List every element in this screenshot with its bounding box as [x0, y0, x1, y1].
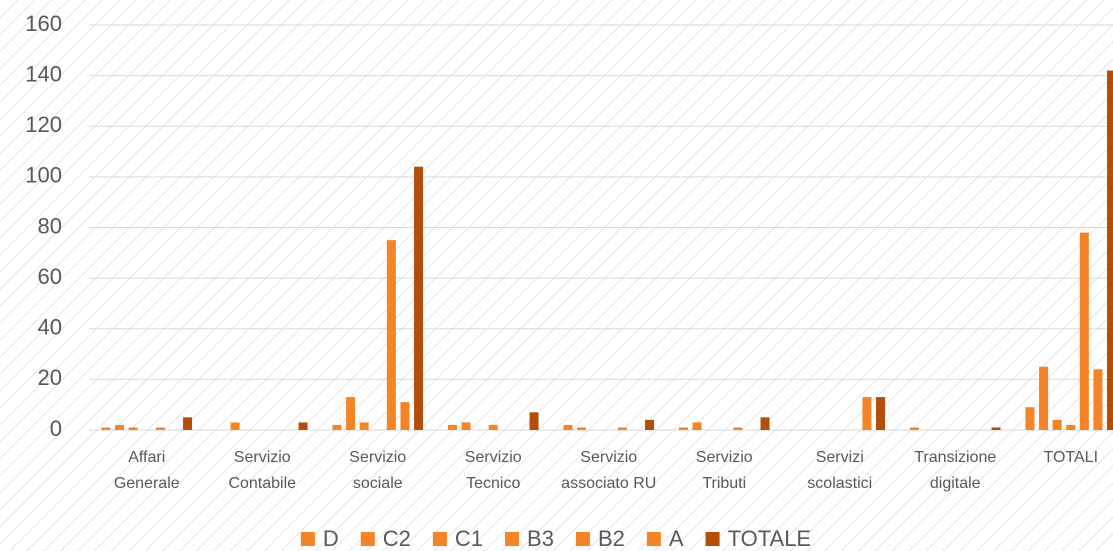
bar: [346, 397, 356, 430]
bar: [332, 424, 342, 430]
y-tick-label: 160: [25, 11, 62, 36]
x-tick-label: TOTALI: [1043, 449, 1098, 466]
legend-label: D: [323, 526, 339, 551]
legend-item: D: [300, 526, 339, 551]
bar: [461, 422, 471, 430]
x-tick-label: Servizio: [465, 449, 522, 466]
bar: [488, 424, 498, 430]
x-tick-label: Servizio: [349, 449, 406, 466]
bar: [991, 427, 1001, 430]
x-tick-label: Contabile: [228, 475, 296, 492]
legend-label: C2: [383, 526, 411, 551]
y-tick-label: 40: [38, 315, 62, 340]
bar: [386, 240, 396, 430]
x-tick-label: Tecnico: [466, 475, 520, 492]
bar: [414, 166, 424, 430]
x-tick-label: Transizione: [914, 449, 996, 466]
legend-swatch: [505, 532, 520, 546]
bar: [733, 427, 743, 430]
legend-item: B2: [575, 526, 625, 551]
x-tick-label: Tributi: [702, 475, 746, 492]
bar: [447, 424, 457, 430]
bar: [876, 397, 886, 430]
bar: [1107, 70, 1113, 430]
bar: [692, 422, 702, 430]
bar: [298, 422, 308, 430]
legend-swatch: [300, 532, 315, 546]
y-tick-label: 100: [25, 163, 62, 188]
y-tick-label: 60: [38, 264, 62, 289]
y-tick-label: 120: [25, 112, 62, 137]
bar: [1066, 424, 1076, 430]
legend-item: C1: [432, 526, 483, 551]
y-tick-label: 20: [38, 365, 62, 390]
x-tick-label: digitale: [930, 475, 981, 492]
bar: [400, 402, 410, 430]
y-tick-label: 0: [50, 416, 62, 441]
bar: [678, 427, 688, 430]
x-tick-label: Servizio: [234, 449, 291, 466]
bar: [909, 427, 919, 430]
bar: [115, 424, 125, 430]
bar: [645, 419, 655, 430]
bar: [1052, 419, 1062, 430]
bar: [862, 397, 872, 430]
bar: [1039, 366, 1049, 430]
legend-label: TOTALE: [728, 526, 812, 551]
bar: [1093, 369, 1103, 430]
bar: [563, 424, 573, 430]
legend-label: B2: [598, 526, 625, 551]
legend-swatch: [646, 532, 661, 546]
x-tick-label: scolastici: [807, 475, 872, 492]
legend-item: A: [646, 526, 684, 551]
y-tick-label: 140: [25, 61, 62, 86]
x-tick-label: Servizio: [696, 449, 753, 466]
bar: [529, 412, 539, 430]
bar: [1079, 232, 1089, 430]
bar: [359, 422, 369, 430]
x-tick-label: Affari: [128, 449, 165, 466]
legend-label: B3: [527, 526, 554, 551]
x-tick-label: sociale: [353, 475, 403, 492]
legend-swatch: [575, 532, 590, 546]
legend-label: A: [669, 526, 684, 551]
y-tick-label: 80: [38, 213, 62, 238]
bar: [1025, 407, 1035, 430]
bar: [183, 417, 193, 430]
bar: [760, 417, 770, 430]
x-tick-label: Generale: [114, 475, 180, 492]
legend-item: TOTALE: [705, 526, 812, 551]
legend-swatch: [432, 532, 447, 546]
bar: [155, 427, 165, 430]
legend-item: C2: [360, 526, 411, 551]
bar: [577, 427, 587, 430]
legend-swatch: [360, 532, 375, 546]
x-tick-label: Servizi: [816, 449, 864, 466]
x-tick-label: Servizio: [580, 449, 637, 466]
bar: [128, 427, 138, 430]
x-tick-label: associato RU: [561, 475, 656, 492]
legend-label: C1: [455, 526, 483, 551]
legend-swatch: [705, 532, 720, 546]
bar: [101, 427, 111, 430]
bar: [230, 422, 240, 430]
legend-item: B3: [505, 526, 554, 551]
bar: [617, 427, 627, 430]
